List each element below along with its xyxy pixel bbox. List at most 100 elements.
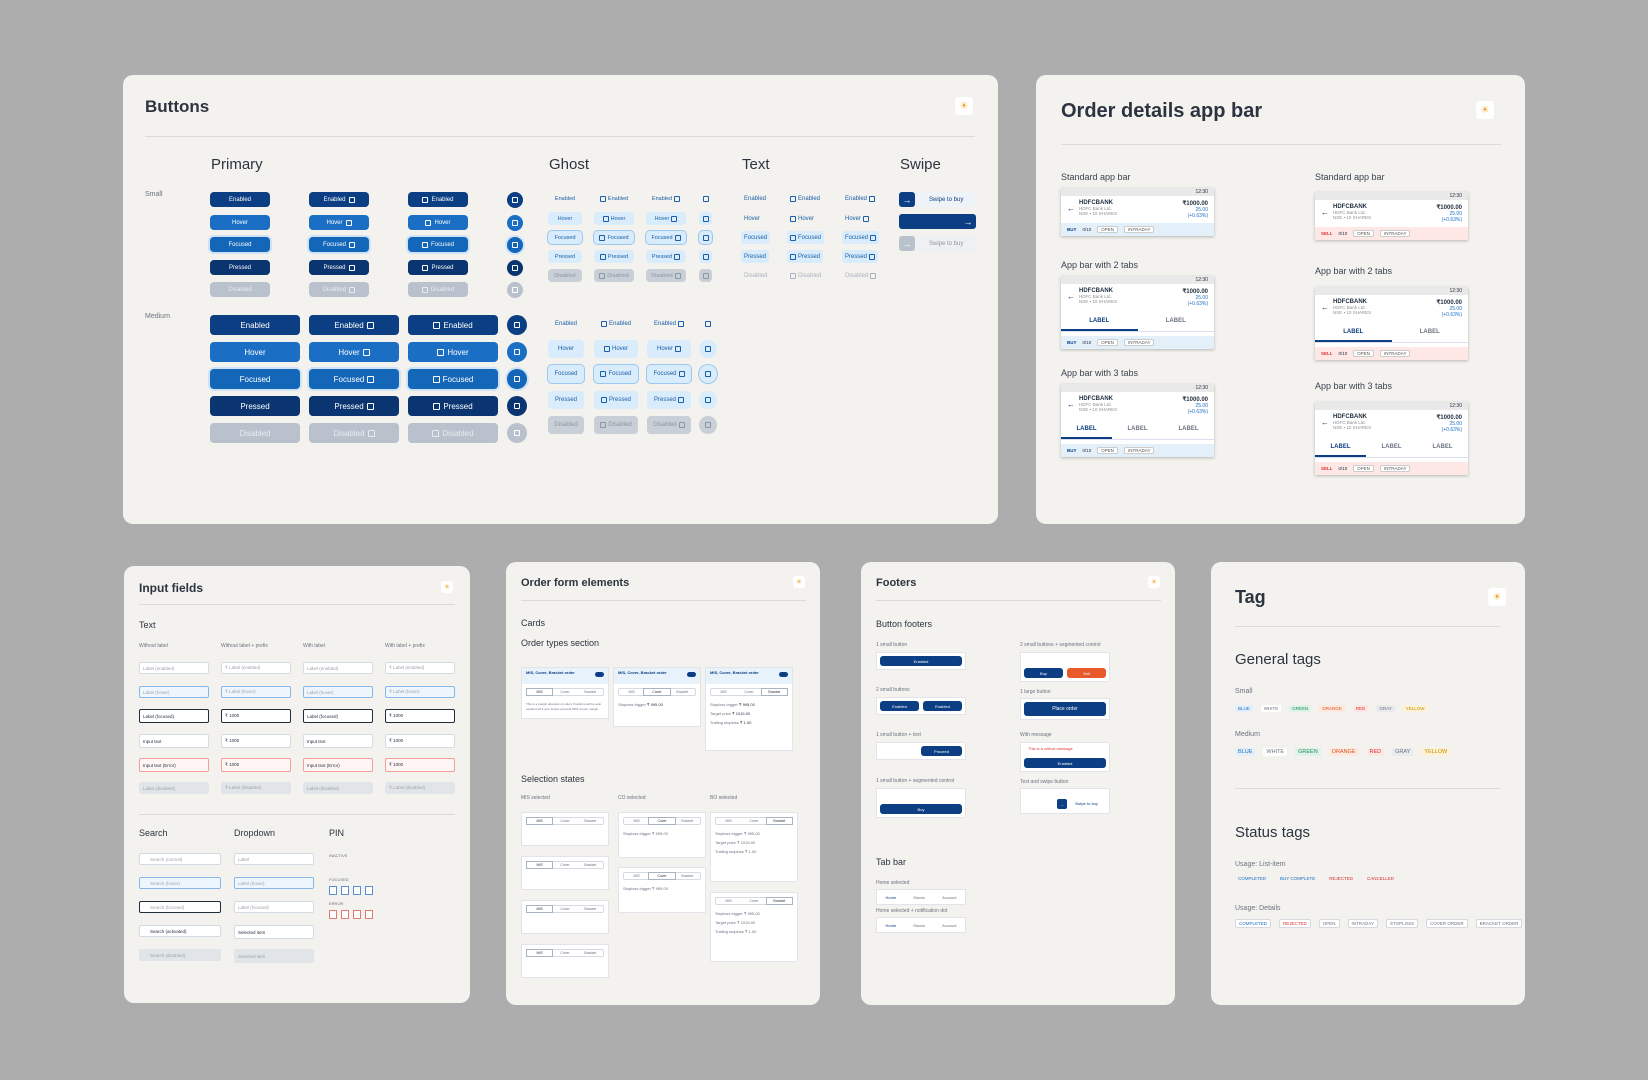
primary-medium-icon-only-button[interactable] (507, 396, 527, 416)
text-input[interactable]: Label (hover) (303, 686, 373, 698)
proceed-button[interactable]: Proceed (921, 746, 962, 756)
primary-small-icon-left-button[interactable]: Enabled (408, 192, 468, 207)
primary-medium-icon-only-button[interactable] (507, 342, 527, 362)
text-input-error[interactable]: Input text (Error) (139, 758, 209, 772)
enabled-button[interactable]: Enabled (880, 656, 962, 666)
text-icon-button[interactable]: Pressed (842, 250, 879, 263)
text-button[interactable]: Pressed (741, 250, 770, 263)
theme-icon[interactable]: ☀ (1488, 588, 1506, 606)
home-tab[interactable]: Home (885, 922, 897, 928)
ghost-small-icon-left-button[interactable]: Focused (594, 231, 634, 244)
text-icon-button[interactable]: Focused (842, 231, 880, 244)
segment-cover[interactable]: Cover (560, 819, 570, 823)
text-icon-button[interactable]: Enabled (842, 192, 878, 205)
pin-box[interactable] (329, 886, 337, 895)
ghost-medium-button[interactable]: Hover (548, 340, 584, 358)
enabled-button[interactable]: Enabled (923, 701, 962, 711)
ghost-small-icon-button[interactable]: Hover (646, 212, 686, 225)
text-icon-button[interactable]: Hover (842, 212, 872, 225)
buy-button[interactable]: Buy (880, 804, 962, 814)
segment-mis[interactable]: MIS (527, 862, 553, 868)
ghost-small-icon-button[interactable]: Focused (646, 231, 686, 244)
primary-medium-icon-only-button[interactable] (507, 315, 527, 335)
dropdown-select[interactable]: Label (hover) (234, 877, 314, 889)
segment-cover[interactable]: Cover (749, 899, 759, 903)
primary-medium-icon-button[interactable]: Pressed (309, 396, 399, 416)
segment-cover[interactable]: Cover (560, 907, 570, 911)
primary-small-icon-button[interactable]: Enabled (309, 192, 369, 207)
ghost-medium-icon-left-button[interactable]: Pressed (594, 391, 638, 409)
ghost-small-button[interactable]: Hover (548, 212, 582, 225)
ghost-small-button[interactable]: Focused (548, 231, 582, 244)
tab[interactable]: LABEL (1061, 313, 1138, 331)
ghost-small-button[interactable]: Pressed (548, 250, 582, 263)
primary-medium-icon-left-button[interactable]: Focused (408, 369, 498, 389)
ghost-medium-icon-left-button[interactable]: Enabled (594, 315, 638, 333)
arrow-right-icon[interactable]: → (1057, 799, 1067, 809)
text-input[interactable]: Label (enabled) (303, 662, 373, 674)
text-input[interactable]: ₹ 1000 (385, 709, 455, 723)
text-input[interactable]: ₹ 1000 (221, 734, 291, 748)
segment-cover[interactable]: Cover (560, 690, 570, 694)
segment-mis[interactable]: MIS (725, 819, 732, 823)
pin-box[interactable] (329, 910, 337, 919)
back-arrow-icon[interactable]: ← (1067, 204, 1075, 213)
search-input[interactable]: Search (hover) (139, 877, 221, 889)
tab[interactable]: LABEL (1178, 426, 1199, 432)
tab[interactable]: LABEL (1127, 426, 1148, 432)
primary-small-button[interactable]: Hover (210, 215, 270, 230)
ghost-small-button[interactable]: Enabled (554, 195, 576, 202)
ghost-small-icon-button[interactable]: Pressed (646, 250, 686, 263)
dropdown-select[interactable]: Selected item (234, 925, 314, 939)
text-button[interactable]: Focused (741, 231, 771, 244)
segment-mis[interactable]: MIS (527, 950, 553, 956)
ghost-small-icon-only-button[interactable] (699, 231, 712, 244)
pin-box[interactable] (341, 910, 349, 919)
primary-medium-icon-button[interactable]: Enabled (309, 315, 399, 335)
segment-bracket[interactable]: Bracket (766, 818, 792, 824)
segment-bracket[interactable]: Bracket (681, 819, 694, 823)
theme-icon[interactable]: ☀ (1476, 101, 1494, 119)
ghost-medium-icon-button[interactable]: Focused (647, 365, 691, 383)
search-input[interactable]: Search (activated) (139, 925, 221, 937)
ghost-medium-icon-button[interactable]: Hover (647, 340, 691, 358)
segment-bracket[interactable]: Bracket (761, 689, 787, 695)
primary-small-button[interactable]: Focused (210, 237, 270, 252)
ghost-medium-icon-only-button[interactable] (699, 315, 717, 333)
arrow-right-icon[interactable]: → (899, 192, 915, 207)
segment-cover[interactable]: Cover (560, 951, 570, 955)
text-input-error[interactable]: ₹ 1000 (221, 758, 291, 772)
ghost-medium-button[interactable]: Focused (548, 365, 584, 383)
place-order-button[interactable]: Place order (1024, 702, 1106, 716)
segment-bracket[interactable]: Bracket (584, 819, 597, 823)
segment-bracket[interactable]: Bracket (766, 898, 792, 904)
segment-mis[interactable]: MIS (720, 690, 727, 694)
tab[interactable]: LABEL (1419, 329, 1440, 335)
pin-box[interactable] (341, 886, 349, 895)
text-input[interactable]: Label (hover) (139, 686, 209, 698)
ghost-medium-icon-button[interactable]: Pressed (647, 391, 691, 409)
segment-mis[interactable]: MIS (628, 690, 635, 694)
segment-bracket[interactable]: Bracket (676, 690, 689, 694)
text-input[interactable]: ₹ 1000 (385, 734, 455, 748)
text-icon-left-button[interactable]: Focused (787, 231, 825, 244)
tab[interactable]: LABEL (1432, 444, 1453, 450)
ghost-small-icon-left-button[interactable]: Enabled (594, 192, 634, 205)
ghost-small-icon-left-button[interactable]: Pressed (594, 250, 634, 263)
primary-small-icon-button[interactable]: Hover (309, 215, 369, 230)
pin-box[interactable] (353, 910, 361, 919)
primary-medium-icon-button[interactable]: Focused (309, 369, 399, 389)
home-tab[interactable]: Home (885, 894, 897, 900)
primary-medium-icon-only-button[interactable] (507, 369, 527, 389)
dropdown-select[interactable]: Label (focused) (234, 901, 314, 913)
primary-small-icon-left-button[interactable]: Hover (408, 215, 468, 230)
primary-small-icon-button[interactable]: Pressed (309, 260, 369, 275)
text-input-error[interactable]: ₹ 1000 (385, 758, 455, 772)
back-arrow-icon[interactable]: ← (1321, 208, 1329, 217)
segment-cover[interactable]: Cover (749, 819, 759, 823)
stocks-tab[interactable]: Stocks (913, 894, 926, 900)
toggle[interactable] (779, 672, 788, 677)
segment-cover[interactable]: Cover (649, 818, 675, 824)
primary-medium-button[interactable]: Hover (210, 342, 300, 362)
text-input[interactable]: Input text (303, 734, 373, 748)
